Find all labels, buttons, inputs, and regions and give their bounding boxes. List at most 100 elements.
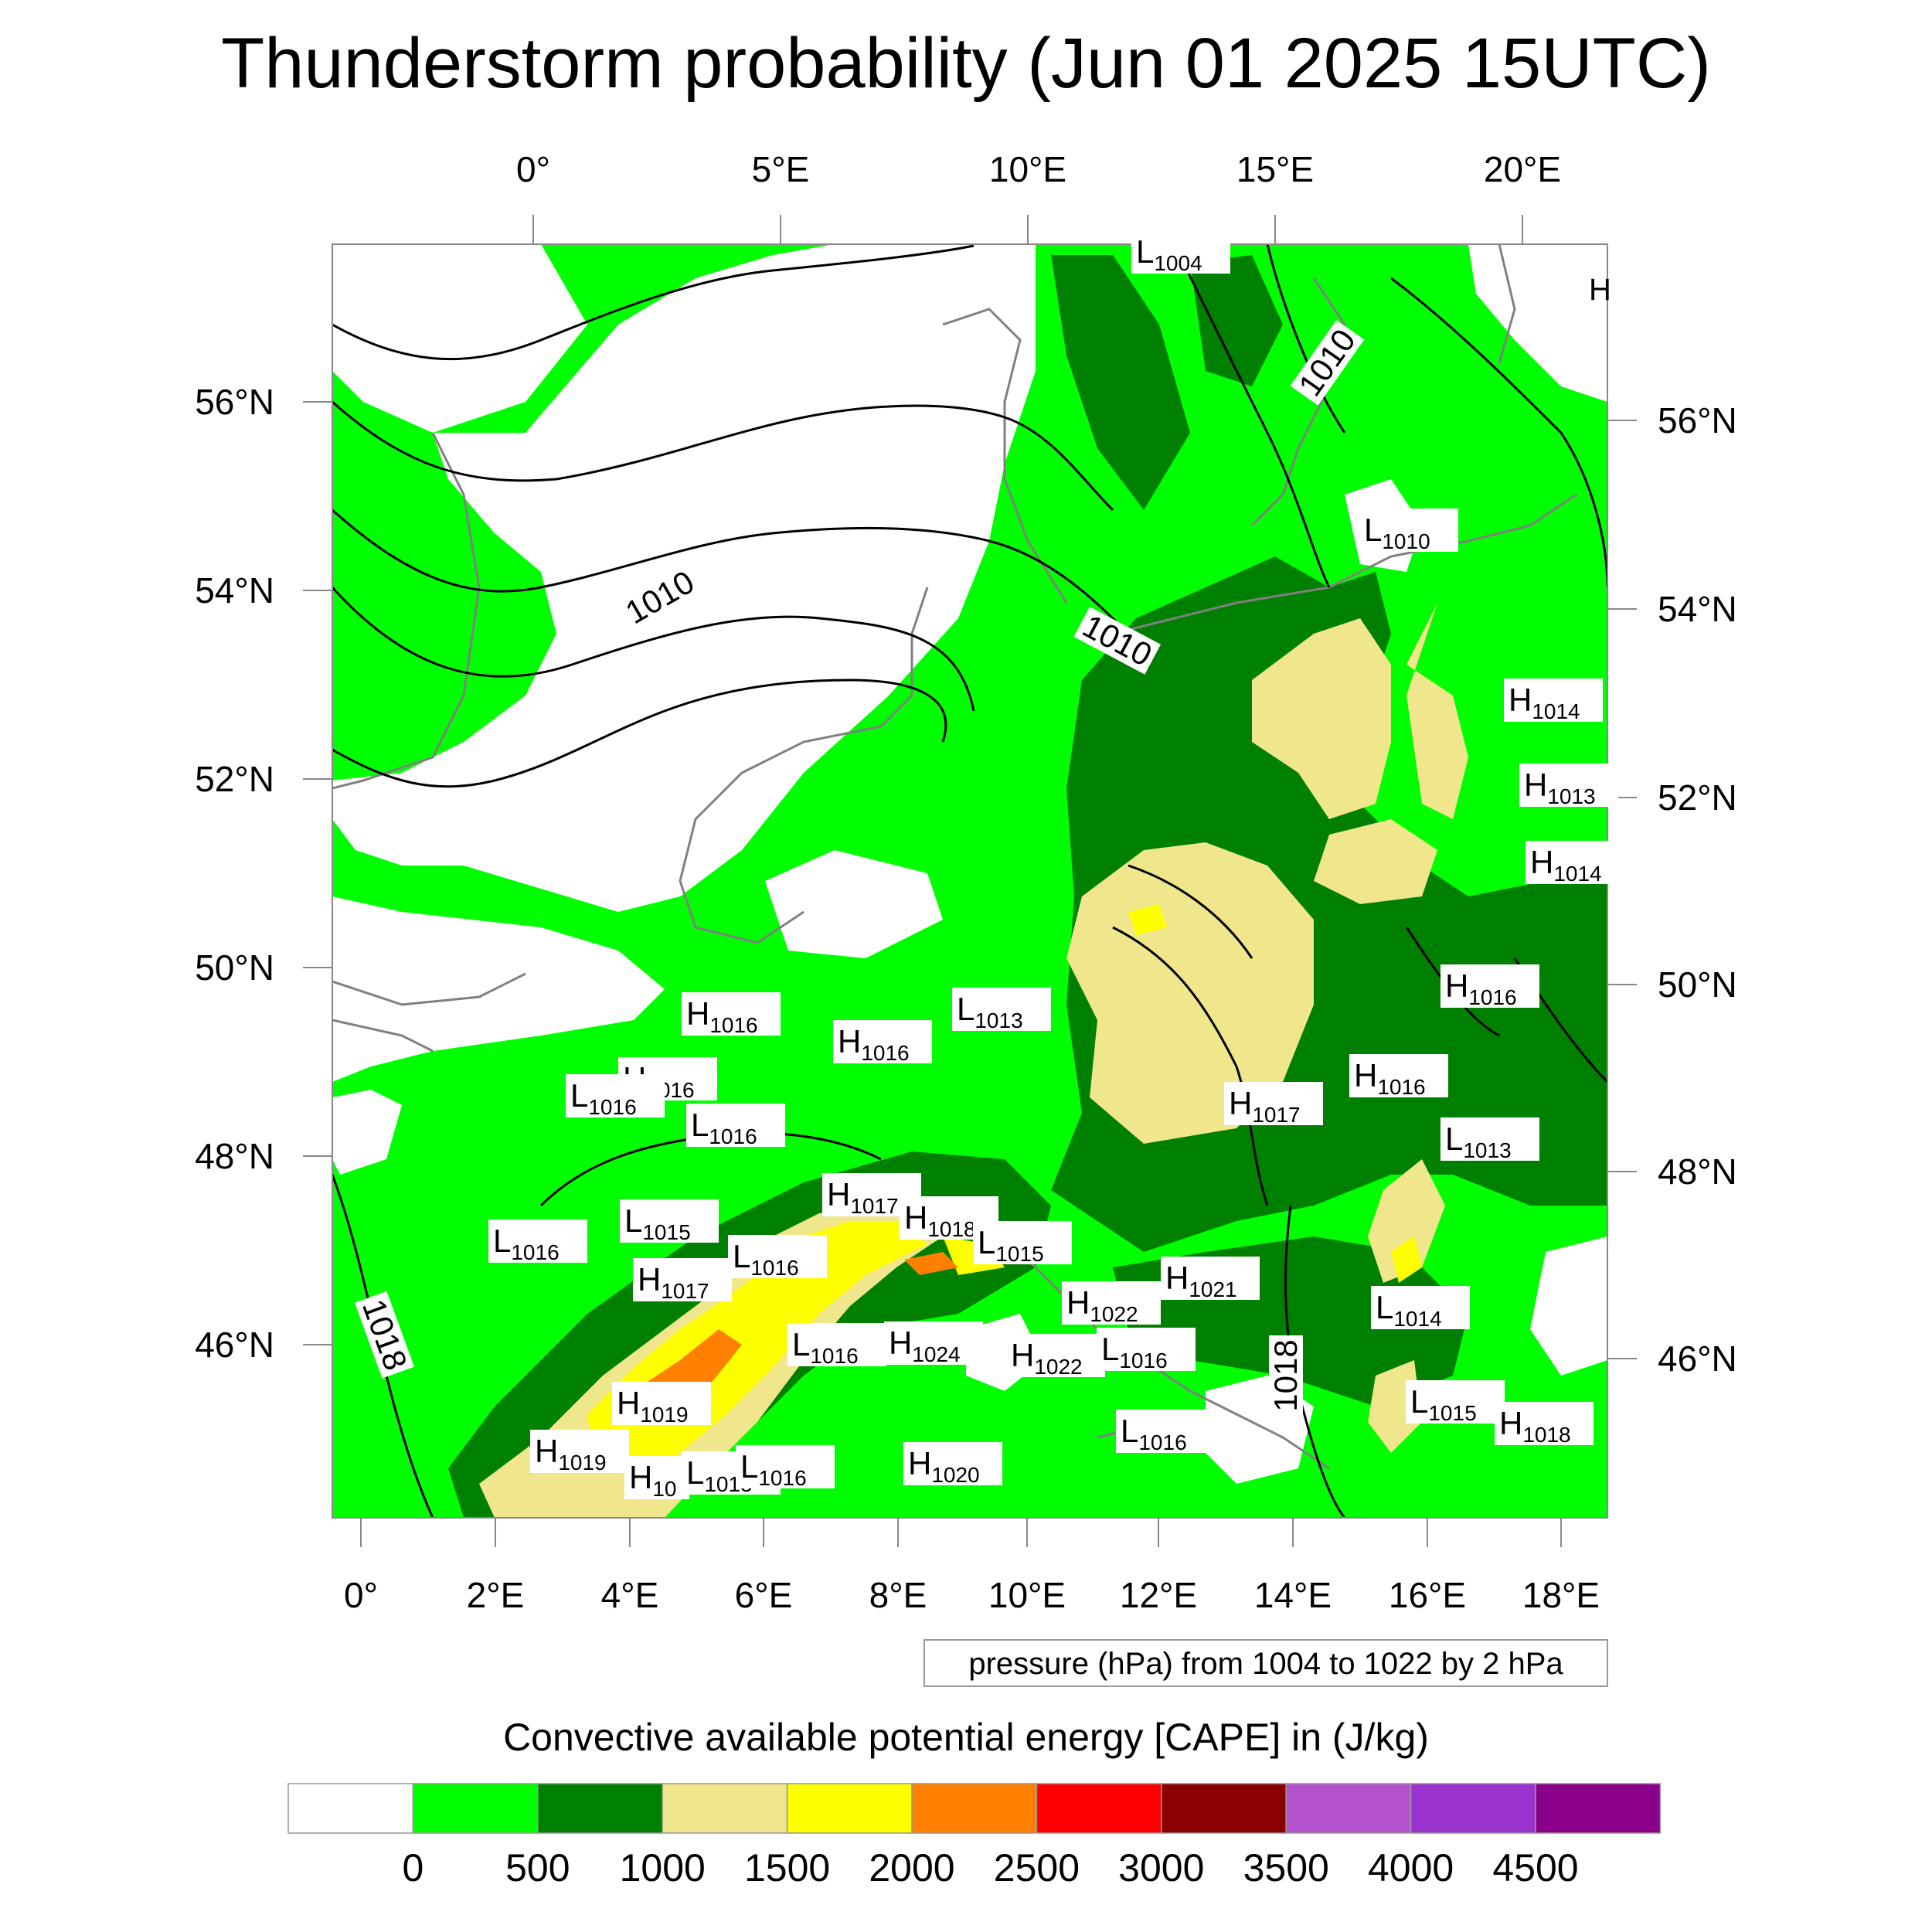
colorbar-tick-label: 3500: [1243, 1846, 1329, 1889]
high-pressure-label: H1017: [1224, 1082, 1323, 1127]
high-pressure-label: H1016: [833, 1020, 932, 1065]
low-pressure-label: L1010: [1359, 509, 1458, 553]
high-pressure-label: H1022: [1062, 1281, 1161, 1326]
colorbar-swatch: [537, 1783, 663, 1834]
high-pressure-label: H1024: [884, 1321, 983, 1366]
high-pressure-label: H1019: [612, 1382, 711, 1427]
colorbar-swatch: [412, 1783, 539, 1834]
colorbar-swatch: [911, 1783, 1038, 1834]
high-pressure-label: H1014: [1504, 679, 1603, 723]
left-tick-label: 56°N: [195, 382, 274, 422]
colorbar-tick-label: 1000: [620, 1846, 706, 1889]
high-pressure-label: H1020: [903, 1442, 1002, 1487]
corner-high-label: H: [1589, 273, 1611, 307]
right-tick-label: 48°N: [1658, 1151, 1737, 1192]
high-pressure-label: H1018: [1495, 1402, 1594, 1447]
top-tick-label: 10°E: [989, 149, 1066, 189]
contour-info-box: pressure (hPa) from 1004 to 1022 by 2 hP…: [923, 1639, 1608, 1687]
colorbar-swatch: [1410, 1783, 1536, 1834]
high-pressure-label: H1017: [633, 1258, 732, 1303]
bottom-tick-label: 0°: [344, 1575, 378, 1615]
low-pressure-label: L1015: [1406, 1380, 1505, 1425]
bottom-tick-label: 8°E: [869, 1575, 927, 1615]
bottom-tick-label: 2°E: [467, 1575, 525, 1615]
colorbar-swatch: [1285, 1783, 1412, 1834]
high-pressure-label: H1016: [1440, 964, 1539, 1009]
high-pressure-label: H10: [624, 1456, 689, 1501]
pressure-center-text: L1016: [570, 1077, 637, 1119]
pressure-center-text: H1016: [1445, 968, 1517, 1009]
colorbar-swatch: [1535, 1783, 1662, 1834]
cape-field: [332, 244, 1607, 1518]
low-pressure-label: L1004: [1131, 230, 1230, 275]
colorbar-swatch: [1036, 1783, 1162, 1834]
colorbar-tick-label: 0: [402, 1846, 423, 1889]
high-pressure-label: H1021: [1161, 1257, 1260, 1301]
bottom-axis: 0° 2°E 4°E 6°E 8°E 10°E 12°E 14°E 16°E 1…: [344, 1518, 1600, 1615]
contour-info-text: pressure (hPa) from 1004 to 1022 by 2 hP…: [968, 1647, 1563, 1681]
high-pressure-label: H1014: [1526, 841, 1624, 886]
low-pressure-label: L1016: [566, 1074, 665, 1119]
low-pressure-label: L1015: [620, 1199, 719, 1244]
high-pressure-label: H1018: [900, 1196, 998, 1241]
bottom-tick-label: 14°E: [1254, 1575, 1332, 1615]
low-pressure-label: L1016: [736, 1445, 835, 1490]
colorbar: 0 500 1000 1500 2000 2500 3000 3500 4000 4500: [287, 1783, 1662, 1889]
low-pressure-label: L1016: [728, 1235, 827, 1280]
bottom-tick-label: 6°E: [735, 1575, 793, 1615]
pressure-center-text: L1016: [691, 1107, 757, 1148]
low-pressure-label: L1016: [1116, 1410, 1215, 1454]
left-axis: 56°N 54°N 52°N 50°N 48°N 46°N: [195, 382, 332, 1365]
right-tick-label: 52°N: [1658, 777, 1737, 818]
colorbar-tick-label: 4000: [1368, 1846, 1454, 1889]
right-axis: 56°N 54°N 52°N 50°N 48°N 46°N: [1607, 400, 1737, 1379]
colorbar-tick-label: 2000: [869, 1846, 954, 1889]
right-tick-label: 54°N: [1658, 589, 1737, 629]
isobar-label: 1018: [1267, 1339, 1304, 1411]
isobars: [332, 244, 1607, 1518]
right-tick-label: 46°N: [1658, 1338, 1737, 1379]
low-pressure-label: L1013: [952, 988, 1051, 1032]
high-pressure-label: H1016: [682, 992, 781, 1037]
high-pressure-label: H1017: [822, 1173, 921, 1218]
left-tick-label: 50°N: [195, 947, 274, 988]
left-tick-label: 52°N: [195, 759, 274, 799]
high-pressure-label: H1013: [1519, 764, 1618, 808]
low-pressure-label: L1013: [1440, 1117, 1539, 1162]
low-pressure-label: L1015: [973, 1221, 1072, 1266]
low-pressure-label: L1016: [787, 1323, 886, 1368]
colorbar-swatch: [786, 1783, 913, 1834]
colorbar-tick-label: 2500: [994, 1846, 1080, 1889]
low-pressure-label: L1016: [488, 1219, 587, 1264]
bottom-tick-label: 18°E: [1522, 1575, 1600, 1615]
pressure-centers: L1004 L1010 H1014 H1013 H1014 H1016 L1013 H1016…: [488, 230, 1624, 1501]
colorbar-swatch: [287, 1783, 414, 1834]
right-tick-label: 50°N: [1658, 964, 1737, 1005]
pressure-center-text: L1015: [624, 1202, 691, 1244]
colorbar-swatch: [1161, 1783, 1287, 1834]
colorbar-swatch: [662, 1783, 788, 1834]
low-pressure-label: L1016: [1097, 1328, 1196, 1372]
high-pressure-label: H1022: [1006, 1334, 1105, 1379]
bottom-tick-label: 12°E: [1120, 1575, 1197, 1615]
top-tick-label: 5°E: [752, 149, 810, 189]
colorbar-tick-label: 500: [505, 1846, 570, 1889]
colorbar-tick-label: 1500: [744, 1846, 830, 1889]
low-pressure-label: L1016: [686, 1104, 785, 1148]
colorbar-tick-label: 3000: [1118, 1846, 1204, 1889]
top-tick-label: 20°E: [1484, 149, 1561, 189]
bottom-tick-label: 16°E: [1389, 1575, 1466, 1615]
left-tick-label: 48°N: [195, 1136, 274, 1176]
pressure-center-text: H1018: [1499, 1405, 1571, 1447]
top-axis: 0° 5°E 10°E 15°E 20°E: [516, 149, 1561, 244]
bottom-tick-label: 4°E: [601, 1575, 659, 1615]
chart-title: Thunderstorm probability (Jun 01 2025 15…: [221, 24, 1711, 103]
left-tick-label: 54°N: [195, 570, 274, 611]
colorbar-title: Convective available potential energy [C…: [503, 1716, 1429, 1759]
colorbar-tick-label: 4500: [1492, 1846, 1578, 1889]
top-tick-label: 0°: [516, 149, 550, 189]
right-tick-label: 56°N: [1658, 400, 1737, 440]
low-pressure-label: L1014: [1371, 1286, 1470, 1331]
